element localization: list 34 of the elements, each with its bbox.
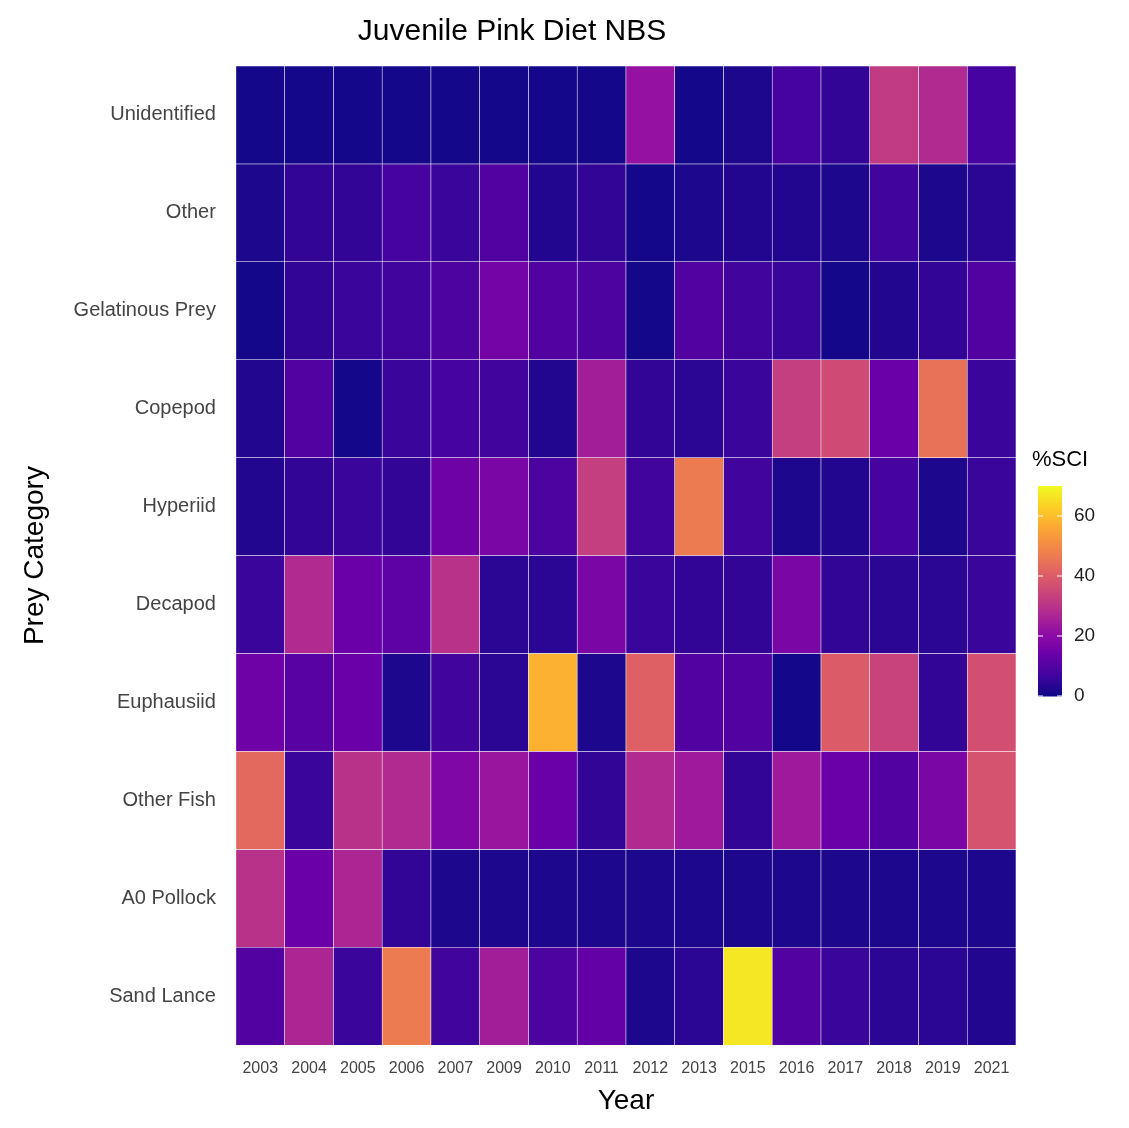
x-tick-label: 2021 xyxy=(973,1059,1010,1077)
x-axis-title: Year xyxy=(597,1083,655,1115)
y-tick-label: Other xyxy=(165,200,217,223)
x-tick-label: 2012 xyxy=(632,1059,669,1077)
y-tick-label: Other Fish xyxy=(122,787,216,810)
x-tick-label: 2007 xyxy=(437,1059,474,1077)
y-tick-label: A0 Pollock xyxy=(121,885,217,908)
x-tick-label: 2016 xyxy=(778,1059,815,1077)
x-tick-label: 2009 xyxy=(486,1059,522,1077)
color-bar-label: 0 xyxy=(1074,684,1085,706)
x-tick-label: 2013 xyxy=(681,1059,717,1077)
chart-title: Juvenile Pink Diet NBS xyxy=(357,13,667,47)
x-tick-label: 2019 xyxy=(925,1059,961,1077)
x-tick-label: 2011 xyxy=(584,1059,619,1077)
x-tick-label: 2015 xyxy=(730,1059,766,1077)
color-bar-label: 60 xyxy=(1074,504,1096,526)
x-tick-label: 2010 xyxy=(535,1059,571,1077)
y-tick-label: Copepod xyxy=(134,396,216,419)
y-tick-label: Euphausiid xyxy=(116,690,216,712)
y-tick-label: Gelatinous Prey xyxy=(73,298,216,321)
y-tick-label: Hyperiid xyxy=(142,494,216,517)
x-tick-label: 2004 xyxy=(291,1059,327,1077)
y-axis-title: Prey Category xyxy=(17,466,49,646)
x-tick-label: 2006 xyxy=(388,1059,425,1077)
color-bar-label: 40 xyxy=(1074,564,1096,586)
x-tick-label: 2018 xyxy=(876,1059,913,1077)
color-bar-title: %SCI xyxy=(1032,446,1089,471)
x-tick-label: 2005 xyxy=(339,1059,376,1077)
y-tick-label: Sand Lance xyxy=(109,983,216,1006)
color-bar-label: 20 xyxy=(1074,624,1096,646)
x-tick-label: 2003 xyxy=(242,1059,279,1077)
y-tick-label: Decapod xyxy=(135,592,216,615)
y-tick-label: Unidentified xyxy=(110,102,216,125)
x-tick-label: 2017 xyxy=(827,1059,864,1077)
